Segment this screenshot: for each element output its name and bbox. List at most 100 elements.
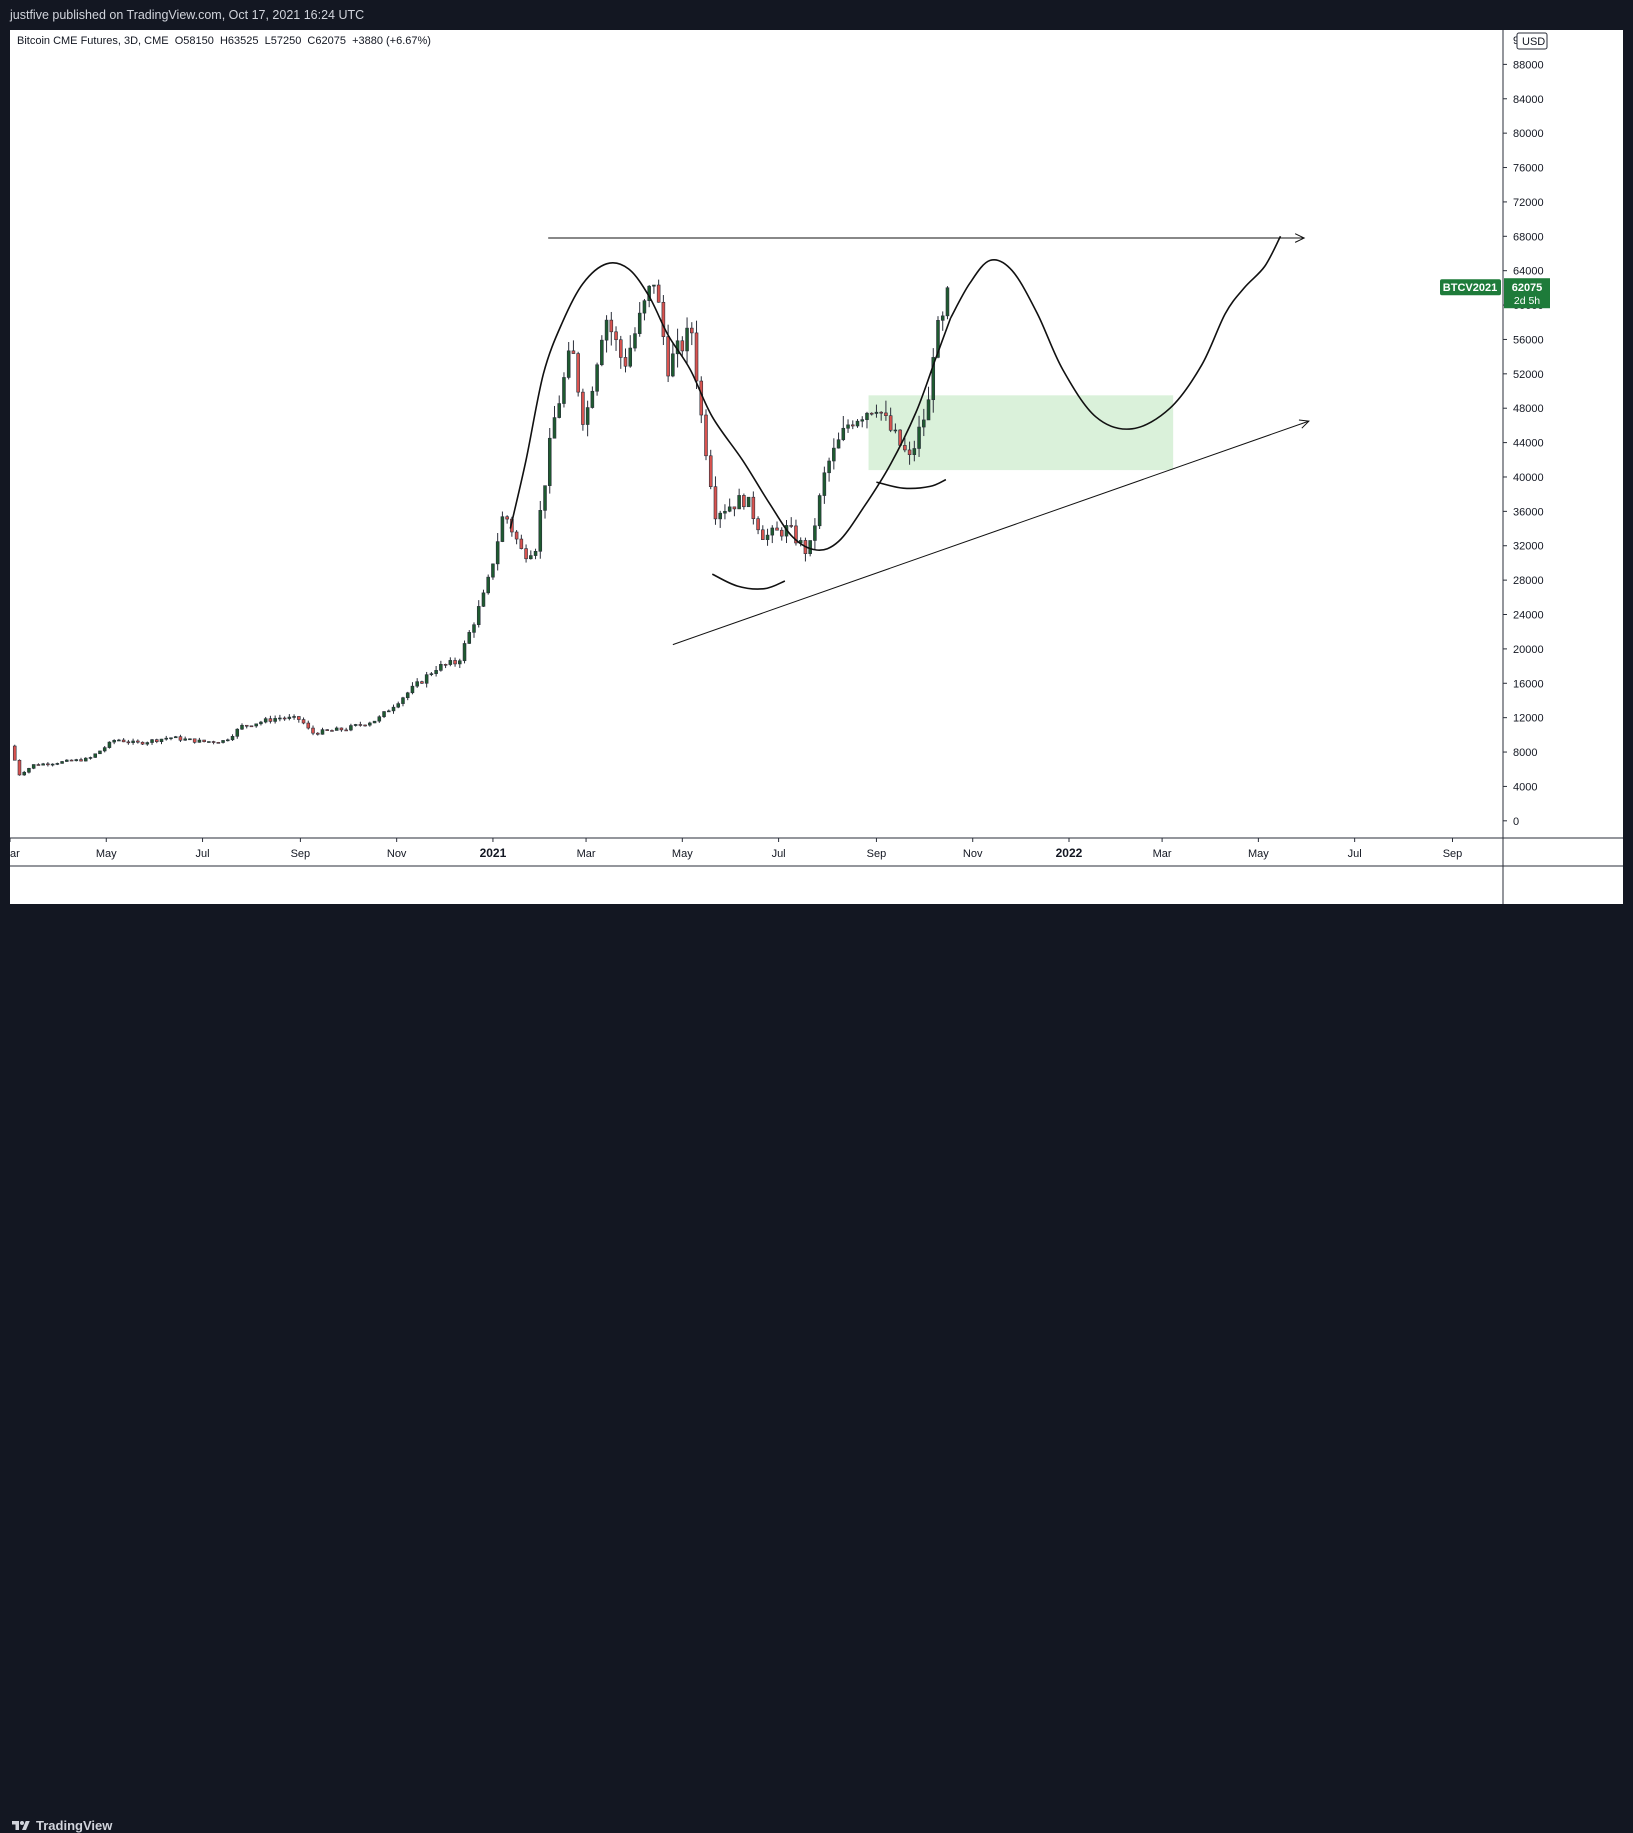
candle-down [571, 350, 576, 354]
candle-up [860, 419, 865, 422]
time-axis-tick-label: Nov [963, 848, 983, 860]
candle-up [93, 753, 97, 758]
candle-down [851, 424, 855, 427]
candle-up [533, 550, 538, 556]
candle-down [12, 745, 17, 761]
currency-badge[interactable] [1516, 32, 1548, 50]
candle-up [491, 563, 495, 578]
tradingview-wordmark: TradingView [36, 1818, 113, 1833]
candle-up [65, 759, 69, 762]
candle-down [315, 732, 320, 735]
candle-down [363, 724, 367, 727]
candle-up [538, 510, 543, 552]
candle-up [562, 377, 566, 404]
candle-up [633, 333, 637, 349]
candle-up [595, 364, 599, 392]
candle-up [671, 353, 675, 377]
price-axis-tick-label: 64000 [1513, 266, 1544, 278]
candle-up [377, 716, 382, 722]
price-axis-tick-label: 84000 [1513, 94, 1544, 106]
candle-down [609, 319, 614, 333]
candle-up [462, 643, 467, 662]
price-axis-partial-tick: 9 [1513, 35, 1519, 47]
candle-up [107, 741, 112, 748]
candle-up [841, 427, 846, 441]
candle-down [903, 445, 907, 451]
tradingview-logo[interactable]: TradingView [10, 1818, 112, 1833]
price-axis-tick-label: 76000 [1513, 163, 1544, 175]
candle-up [226, 739, 230, 742]
candle-up [765, 534, 770, 540]
candle-up [439, 664, 443, 671]
candle-up [164, 737, 169, 740]
candle-down [680, 340, 685, 352]
candle-up [467, 632, 472, 644]
candle-up [235, 728, 240, 737]
candle-up [893, 429, 898, 432]
candle-up [102, 747, 107, 752]
rising-trendline-arrow-arrowhead [1298, 419, 1310, 429]
candle-down [244, 724, 249, 727]
candle-up [240, 724, 244, 730]
candle-up [652, 284, 656, 287]
candle-down [36, 764, 41, 766]
candle-up [912, 448, 917, 455]
candle-down [121, 739, 126, 743]
price-axis-background[interactable] [1503, 30, 1623, 904]
candle-down [306, 722, 311, 729]
price-axis-tick-label: 88000 [1513, 59, 1544, 71]
price-axis[interactable]: 0 4000 8000 12000 16000 20000 24000 28000 32000 3… [1503, 59, 1544, 828]
candle-down [420, 681, 424, 684]
price-chart[interactable]: 0 4000 8000 12000 16000 20000 24000 28000 32000 3… [10, 30, 1623, 904]
candle-up [448, 660, 453, 665]
time-axis-tick-label: Mar [577, 848, 596, 860]
candle-up [727, 506, 732, 512]
candle-up [74, 759, 79, 762]
candle-up [55, 763, 60, 765]
base-arc-sep-oct [876, 478, 947, 490]
candle-up [173, 736, 178, 739]
candle-up [476, 606, 481, 626]
candle-down [453, 660, 457, 665]
candle-up [836, 439, 841, 449]
candle-up [292, 716, 296, 718]
candle-up [183, 738, 187, 741]
base-arc-may-jul [711, 573, 786, 590]
tradingview-mark-icon [12, 1820, 30, 1830]
candle-up [287, 716, 292, 719]
candle-down [789, 525, 793, 527]
price-axis-tick-label: 52000 [1513, 369, 1544, 381]
candle-up [207, 741, 211, 743]
cycle-curve-past [509, 262, 952, 551]
candle-up [263, 718, 268, 723]
rising-trendline-arrow [672, 420, 1310, 646]
time-axis[interactable]: ar May Jul Sep Nov 2021 Mar May Jul Sep Nov 2022 Mar… [10, 838, 1462, 860]
candle-up [368, 722, 372, 726]
candle-up [865, 412, 869, 420]
candle-up [169, 737, 173, 740]
candle-down [614, 331, 618, 341]
time-axis-tick-label: Sep [867, 848, 887, 860]
candle-up [637, 312, 642, 334]
candle-up [372, 720, 377, 724]
candle-up [349, 725, 353, 731]
time-axis-tick-label: Jul [772, 848, 786, 860]
candle-down [779, 529, 784, 537]
candle-up [500, 516, 505, 542]
candle-up [846, 424, 850, 429]
candle-up [221, 740, 225, 743]
candle-up [410, 685, 415, 694]
candle-up [88, 757, 93, 759]
candle-up [922, 419, 926, 428]
candle-down [155, 739, 159, 742]
price-axis-tick-label: 40000 [1513, 472, 1544, 484]
time-axis-tick-label: Jul [196, 848, 210, 860]
candle-up [31, 764, 36, 769]
candle-up [718, 512, 722, 520]
chart-frame[interactable]: 0 4000 8000 12000 16000 20000 24000 28000 32000 3… [10, 30, 1623, 904]
candle-up [817, 495, 822, 527]
candle-up [723, 510, 727, 514]
candle-up [278, 717, 282, 720]
candle-up [936, 320, 940, 358]
candle-up [117, 739, 121, 742]
